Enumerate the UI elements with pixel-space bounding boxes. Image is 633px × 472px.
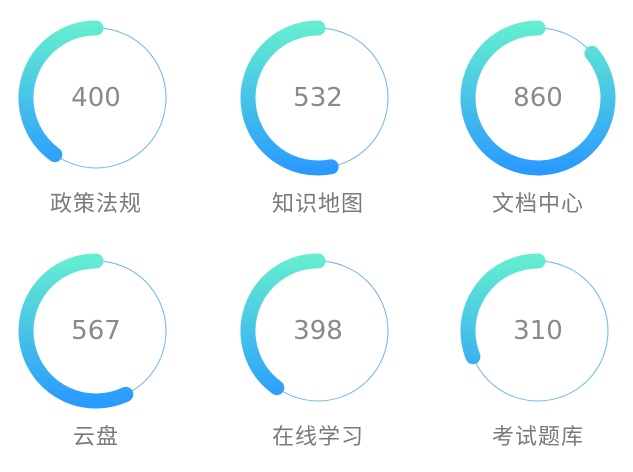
- progress-ring: [240, 20, 389, 176]
- stat-value: 310: [513, 316, 563, 346]
- stat-value: 400: [71, 83, 121, 113]
- stat-label: 文档中心: [491, 192, 584, 217]
- progress-ring: [460, 253, 609, 402]
- progress-ring: [18, 253, 167, 409]
- ring-progress-arc: [18, 253, 134, 409]
- progress-ring: [240, 253, 389, 402]
- stat-card-online-learning[interactable]: 398 在线学习: [238, 251, 398, 451]
- ring-progress-arc: [240, 20, 339, 176]
- ring-progress-arc: [460, 253, 546, 365]
- stat-card-exam-bank[interactable]: 310 考试题库: [458, 251, 618, 451]
- stat-value: 860: [513, 83, 563, 113]
- stat-card-knowledge-map[interactable]: 532 知识地图: [238, 18, 398, 218]
- ring-progress-arc: [460, 20, 616, 176]
- stat-card-documents[interactable]: 860 文档中心: [458, 18, 618, 218]
- stat-value: 398: [293, 316, 343, 346]
- stat-label: 云盘: [72, 425, 119, 450]
- stat-label: 在线学习: [271, 425, 364, 450]
- stat-value: 567: [71, 316, 121, 346]
- stat-label: 政策法规: [49, 192, 142, 217]
- ring-progress-arc: [240, 253, 326, 396]
- stat-value: 532: [293, 83, 343, 113]
- stat-card-cloud-drive[interactable]: 567 云盘: [16, 251, 176, 451]
- stat-label: 知识地图: [271, 192, 364, 217]
- progress-ring: [460, 20, 616, 176]
- progress-ring: [18, 20, 167, 169]
- stat-card-policy[interactable]: 400 政策法规: [16, 18, 176, 218]
- stat-label: 考试题库: [491, 425, 584, 450]
- ring-progress-arc: [18, 20, 104, 163]
